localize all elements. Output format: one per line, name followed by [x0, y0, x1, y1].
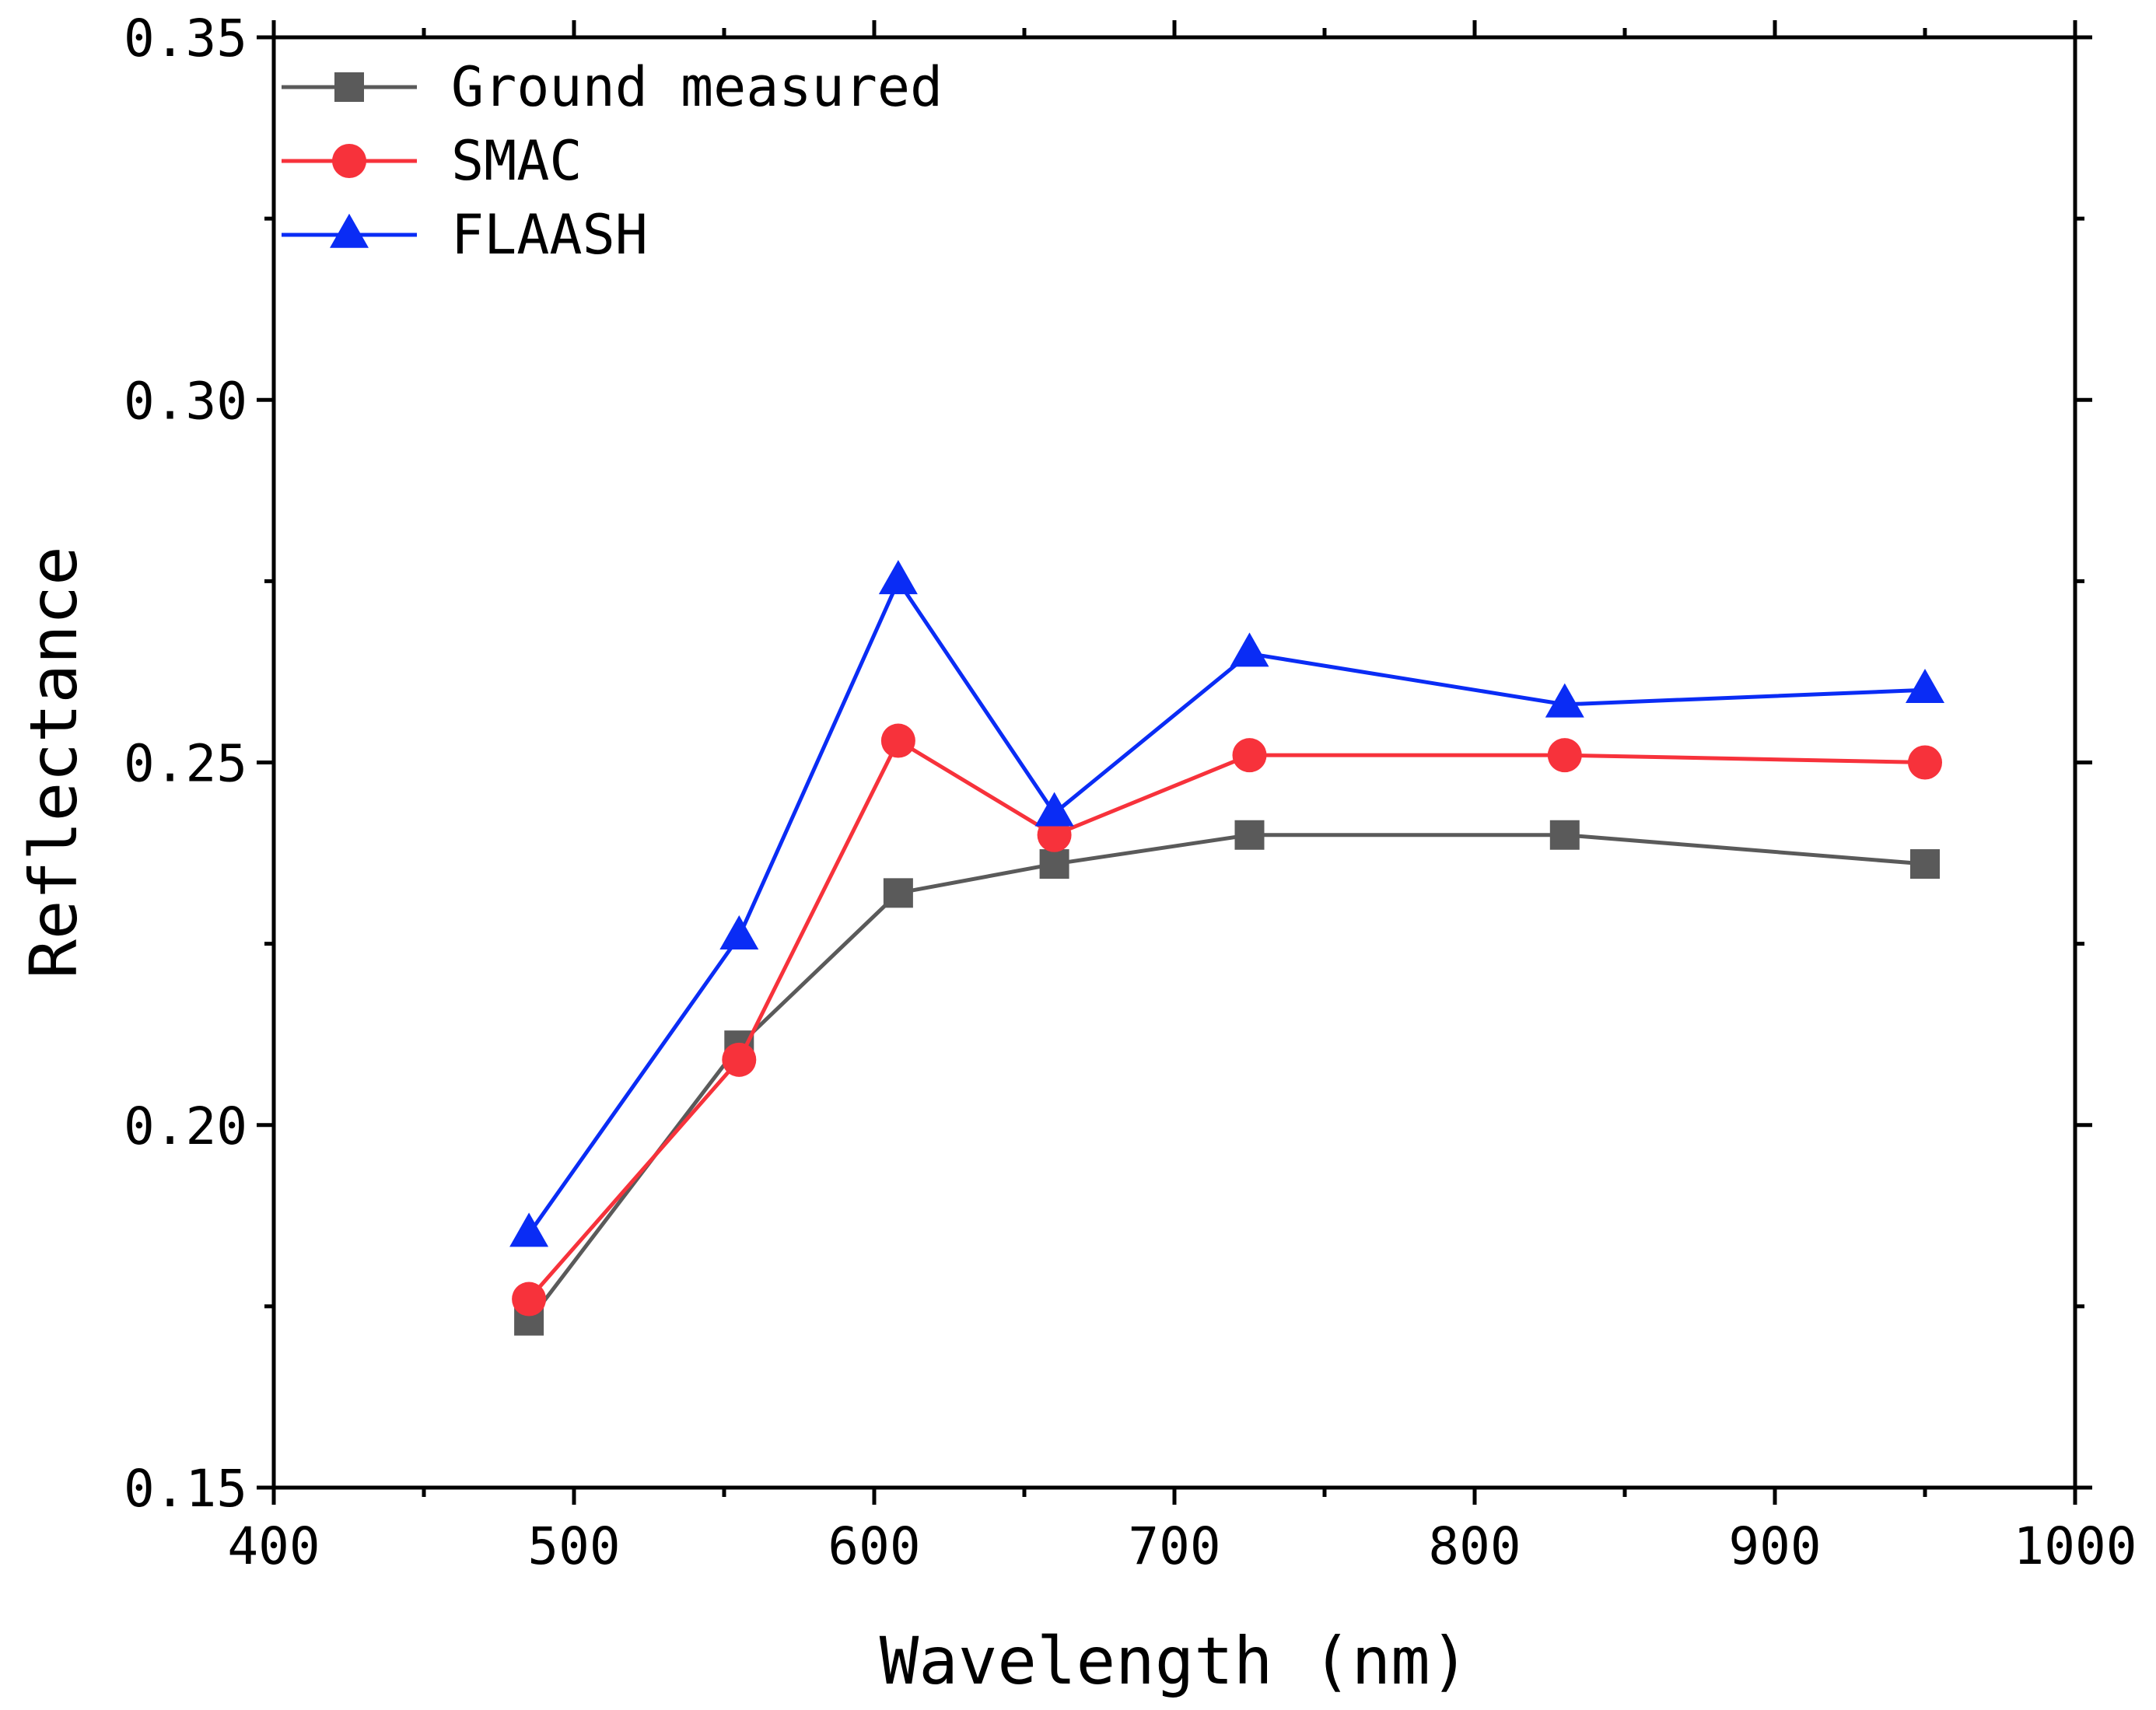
legend-label: SMAC — [451, 129, 583, 193]
legend-label: Ground measured — [451, 55, 943, 119]
x-tick-label: 800 — [1428, 1516, 1521, 1576]
data-point-smac — [1037, 817, 1072, 852]
data-point-ground-measured — [1549, 820, 1580, 850]
series-layer — [509, 560, 1944, 1336]
data-point-smac — [1232, 738, 1267, 773]
series-flaash — [509, 560, 1944, 1247]
data-point-ground-measured — [1910, 849, 1940, 879]
legend-marker — [334, 72, 364, 102]
data-point-ground-measured — [1234, 820, 1265, 850]
x-tick-label: 500 — [527, 1516, 620, 1576]
y-tick-label: 0.35 — [124, 9, 247, 68]
series-line-flaash — [527, 577, 1926, 1236]
data-point-smac — [1908, 745, 1942, 780]
data-point-flaash — [1034, 792, 1074, 827]
legend-item-ground-measured: Ground measured — [282, 55, 943, 119]
x-tick-label: 1000 — [2014, 1516, 2137, 1576]
legend-marker — [332, 144, 366, 178]
legend-item-flaash: FLAASH — [282, 203, 648, 267]
data-point-flaash — [1545, 683, 1584, 718]
x-tick-label: 600 — [828, 1516, 920, 1576]
axis-ticks — [257, 20, 2092, 1505]
data-point-smac — [1547, 738, 1582, 773]
y-tick-label: 0.25 — [124, 734, 247, 794]
legend-item-smac: SMAC — [282, 129, 583, 193]
x-tick-label: 900 — [1728, 1516, 1821, 1576]
series-ground-measured — [514, 820, 1940, 1336]
y-tick-label: 0.20 — [124, 1096, 247, 1156]
data-point-flaash — [878, 560, 918, 595]
y-tick-label: 0.30 — [124, 371, 247, 431]
legend: Ground measured SMAC FLAASH — [282, 55, 943, 267]
legend-marker — [330, 213, 369, 248]
x-tick-label: 700 — [1128, 1516, 1220, 1576]
series-line-ground-measured — [527, 833, 1926, 1323]
series-line-smac — [527, 737, 1926, 1301]
data-point-ground-measured — [1039, 849, 1069, 879]
data-point-flaash — [509, 1212, 549, 1247]
data-point-smac — [880, 723, 915, 758]
data-point-ground-measured — [883, 878, 913, 908]
data-point-flaash — [1230, 632, 1269, 667]
y-tick-label: 0.15 — [124, 1459, 247, 1519]
legend-label: FLAASH — [451, 203, 648, 267]
x-axis-title: Wavelength (nm) — [880, 1623, 1470, 1699]
series-smac — [512, 723, 1942, 1317]
tick-labels: 400 500 600 700 800 900 1000 0.15 0.20 0.25 0.30 0.… — [124, 9, 2137, 1576]
x-tick-label: 400 — [227, 1516, 320, 1576]
data-point-flaash — [719, 915, 759, 950]
data-point-smac — [722, 1042, 757, 1077]
y-axis-title: Reflectance — [16, 546, 92, 978]
data-point-flaash — [1906, 668, 1944, 703]
data-point-smac — [512, 1282, 547, 1317]
